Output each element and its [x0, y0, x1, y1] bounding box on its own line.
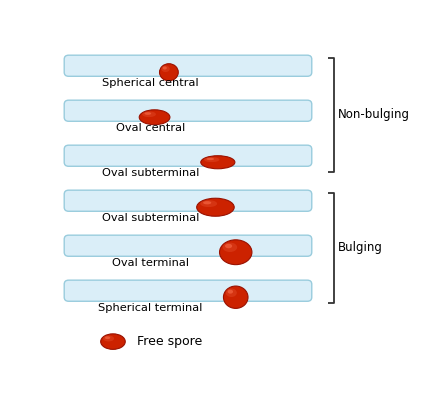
- Text: Non-bulging: Non-bulging: [338, 108, 410, 121]
- Ellipse shape: [142, 112, 156, 117]
- Text: Oval subterminal: Oval subterminal: [102, 213, 199, 223]
- Ellipse shape: [101, 334, 125, 349]
- Ellipse shape: [197, 198, 234, 216]
- Text: Spherical terminal: Spherical terminal: [98, 303, 203, 313]
- Ellipse shape: [160, 64, 178, 81]
- Text: Bulging: Bulging: [338, 241, 383, 254]
- FancyBboxPatch shape: [64, 190, 312, 211]
- Ellipse shape: [163, 66, 167, 70]
- Ellipse shape: [223, 243, 237, 252]
- FancyBboxPatch shape: [64, 100, 312, 121]
- FancyBboxPatch shape: [64, 235, 312, 256]
- Ellipse shape: [105, 337, 110, 339]
- Ellipse shape: [200, 200, 217, 207]
- FancyBboxPatch shape: [64, 145, 312, 166]
- Ellipse shape: [161, 66, 170, 72]
- Ellipse shape: [139, 110, 170, 125]
- Text: Spherical central: Spherical central: [102, 78, 199, 88]
- Ellipse shape: [206, 158, 214, 160]
- Ellipse shape: [144, 112, 151, 115]
- Text: Free spore: Free spore: [137, 335, 202, 348]
- FancyBboxPatch shape: [64, 55, 312, 76]
- Ellipse shape: [226, 289, 237, 297]
- Ellipse shape: [204, 157, 220, 162]
- Text: Oval terminal: Oval terminal: [112, 258, 189, 268]
- Ellipse shape: [203, 201, 211, 204]
- Ellipse shape: [220, 240, 252, 265]
- Ellipse shape: [201, 156, 235, 169]
- Ellipse shape: [225, 244, 232, 248]
- Text: Oval subterminal: Oval subterminal: [102, 168, 199, 178]
- Text: Oval central: Oval central: [116, 123, 185, 133]
- Ellipse shape: [227, 290, 233, 294]
- Ellipse shape: [103, 336, 114, 341]
- Ellipse shape: [224, 286, 248, 308]
- FancyBboxPatch shape: [64, 280, 312, 301]
